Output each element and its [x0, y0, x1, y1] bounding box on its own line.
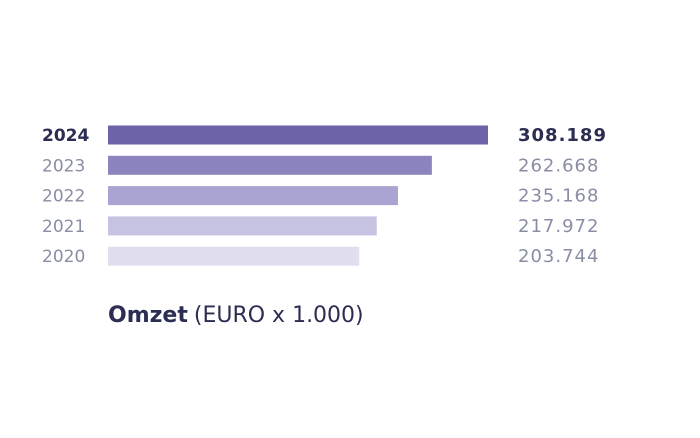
bar	[108, 246, 360, 266]
category-label: 2022	[42, 187, 85, 207]
value-label: 235.168	[518, 186, 599, 207]
category-label: 2024	[42, 126, 89, 146]
chart-title: Omzet (EURO x 1.000)	[108, 303, 364, 328]
bar	[108, 186, 398, 206]
category-label: 2023	[42, 156, 85, 176]
bar	[108, 155, 432, 175]
bar	[108, 216, 377, 236]
value-label: 217.972	[518, 216, 599, 237]
value-label: 308.189	[518, 125, 607, 146]
subtitle: (EURO x 1.000)	[194, 303, 364, 328]
title: Omzet	[108, 303, 188, 328]
value-label: 262.668	[518, 155, 599, 176]
category-label: 2020	[42, 247, 85, 267]
category-label: 2021	[42, 217, 85, 237]
bar	[108, 125, 488, 145]
value-label: 203.744	[518, 246, 599, 267]
